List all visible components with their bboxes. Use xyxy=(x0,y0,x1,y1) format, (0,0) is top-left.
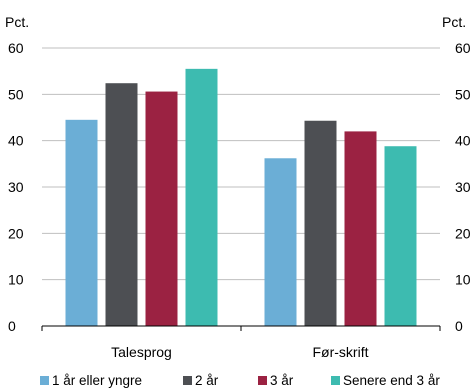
bar xyxy=(145,91,178,326)
y-tick-label-right: 60 xyxy=(455,40,470,56)
y-tick-label-left: 50 xyxy=(8,86,24,102)
y-axis-unit-right: Pct. xyxy=(442,14,466,30)
x-axis: Talesprog Før-skrift xyxy=(41,325,441,360)
bar xyxy=(384,146,417,326)
y-tick-label-left: 20 xyxy=(8,225,24,241)
legend: 1 år eller yngre 2 år 3 år Senere end 3 år xyxy=(40,373,440,388)
y-tick-label-right: 40 xyxy=(455,133,470,149)
bar xyxy=(344,131,377,326)
bars xyxy=(65,68,417,326)
legend-swatch xyxy=(258,376,267,385)
legend-swatch xyxy=(40,376,49,385)
y-tick-label-left: 60 xyxy=(8,40,24,56)
bar xyxy=(304,120,337,326)
y-tick-label-right: 20 xyxy=(455,225,470,241)
y-tick-label-left: 40 xyxy=(8,133,24,149)
y-tick-label-left: 10 xyxy=(8,272,24,288)
legend-label: 1 år eller yngre xyxy=(52,373,142,388)
bar xyxy=(65,119,98,326)
legend-swatch xyxy=(183,376,192,385)
y-axis-left: 0 10 20 30 40 50 60 xyxy=(8,40,24,334)
bar xyxy=(185,68,218,326)
y-axis-unit-left: Pct. xyxy=(5,14,29,30)
y-axis-right: 0 10 20 30 40 50 60 xyxy=(455,40,470,334)
y-tick-label-right: 30 xyxy=(455,179,470,195)
y-tick-label-left: 0 xyxy=(8,318,16,334)
legend-label: Senere end 3 år xyxy=(343,373,440,388)
bar xyxy=(105,83,138,326)
bar xyxy=(264,158,297,326)
x-category-label: Før-skrift xyxy=(313,344,369,360)
y-tick-label-right: 0 xyxy=(455,318,463,334)
legend-swatch xyxy=(331,376,340,385)
y-tick-label-right: 50 xyxy=(455,86,470,102)
y-tick-label-right: 10 xyxy=(455,272,470,288)
legend-label: 2 år xyxy=(195,373,219,388)
legend-label: 3 år xyxy=(270,373,294,388)
y-tick-label-left: 30 xyxy=(8,179,24,195)
gridlines xyxy=(42,47,440,281)
x-category-label: Talesprog xyxy=(111,344,172,360)
